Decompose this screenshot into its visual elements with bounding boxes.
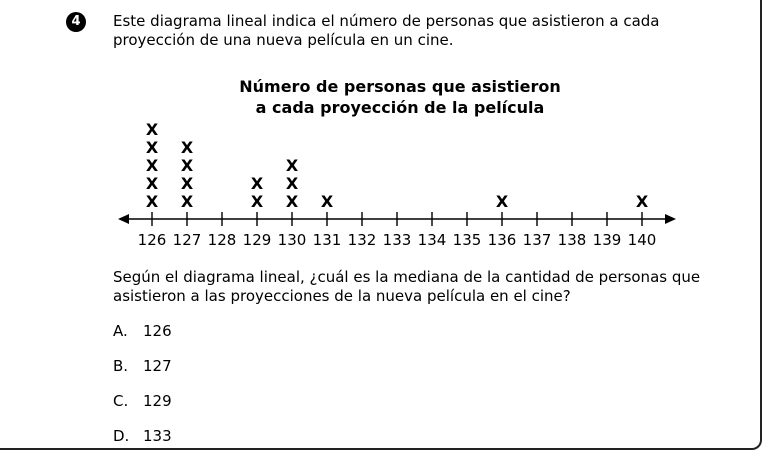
tick-label: 130 [278, 231, 307, 249]
data-mark-x: X [146, 138, 159, 157]
question-prompt: Este diagrama lineal indica el número de… [113, 12, 660, 49]
data-mark-x: X [181, 174, 194, 193]
choice-letter: C. [113, 392, 129, 410]
tick-label: 138 [558, 231, 587, 249]
tick-label: 139 [593, 231, 622, 249]
tick-label: 132 [348, 231, 377, 249]
tick-label: 137 [523, 231, 552, 249]
question-text: Según el diagrama lineal, ¿cuál es la me… [113, 268, 701, 305]
data-mark-x: X [181, 138, 194, 157]
data-mark-x: X [146, 156, 159, 175]
choice-letter: A. [113, 322, 128, 340]
tick-label: 128 [208, 231, 237, 249]
choice-d[interactable]: D. 133 [113, 427, 172, 446]
tick-label: 136 [488, 231, 517, 249]
data-mark-x: X [286, 156, 299, 175]
data-mark-x: X [286, 192, 299, 211]
data-mark-x: X [496, 192, 509, 211]
data-mark-x: X [146, 174, 159, 193]
choice-b[interactable]: B. 127 [113, 357, 172, 376]
data-mark-x: X [146, 120, 159, 139]
choice-value: 126 [143, 322, 172, 340]
data-mark-x: X [321, 192, 334, 211]
choice-value: 129 [143, 392, 172, 410]
choice-letter: B. [113, 357, 129, 375]
tick-label: 126 [138, 231, 167, 249]
data-mark-x: X [251, 192, 264, 211]
data-mark-x: X [636, 192, 649, 211]
data-mark-x: X [181, 156, 194, 175]
choice-letter: D. [113, 427, 130, 445]
right-arrow-icon [665, 214, 676, 224]
data-mark-x: X [181, 192, 194, 211]
choice-value: 127 [143, 357, 172, 375]
chart-title-line-2: a cada proyección de la película [255, 98, 545, 117]
tick-label: 131 [313, 231, 342, 249]
question-number-badge: 4 [66, 12, 86, 32]
choice-c[interactable]: C. 129 [113, 392, 172, 411]
tick-label: 135 [453, 231, 482, 249]
tick-label: 133 [383, 231, 412, 249]
data-mark-x: X [251, 174, 264, 193]
data-mark-x: X [146, 192, 159, 211]
chart-title: Número de personas que asistieron a cada… [190, 76, 610, 118]
tick-label: 140 [628, 231, 657, 249]
choice-value: 133 [143, 427, 172, 445]
tick-label: 134 [418, 231, 447, 249]
chart-title-line-1: Número de personas que asistieron [239, 77, 561, 96]
choice-a[interactable]: A. 126 [113, 322, 172, 341]
tick-label: 127 [173, 231, 202, 249]
data-mark-x: X [286, 174, 299, 193]
left-arrow-icon [118, 214, 129, 224]
tick-label: 129 [243, 231, 272, 249]
